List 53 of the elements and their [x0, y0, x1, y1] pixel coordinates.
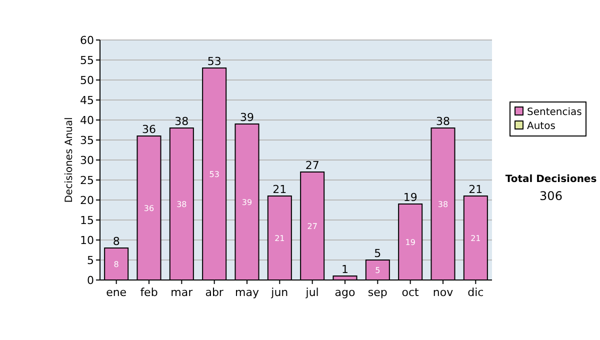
legend-label: Sentencias — [527, 107, 582, 118]
data-label: 19 — [405, 238, 416, 247]
total-label: 38 — [174, 115, 189, 128]
total-label: 21 — [468, 183, 483, 196]
total-label: 21 — [272, 183, 287, 196]
x-tick-label: oct — [402, 286, 420, 299]
total-label: 5 — [374, 247, 382, 260]
data-label: 53 — [209, 170, 220, 179]
data-label: 21 — [274, 234, 285, 243]
x-tick-label: feb — [140, 286, 158, 299]
y-tick-label: 35 — [80, 134, 94, 147]
y-tick-label: 20 — [80, 194, 94, 207]
total-label: 53 — [207, 55, 222, 68]
text: 306 — [540, 189, 562, 203]
y-tick-label: 10 — [80, 234, 94, 247]
y-tick-label: 15 — [80, 214, 94, 227]
total-label: 39 — [240, 111, 254, 124]
y-tick-label: 40 — [80, 114, 94, 127]
y-tick-label: 0 — [87, 274, 94, 287]
y-tick-label: 30 — [80, 154, 94, 167]
text: Total Decisiones — [505, 174, 597, 185]
total-label: 19 — [403, 191, 418, 204]
data-label: 38 — [176, 200, 187, 209]
data-label: 21 — [470, 234, 481, 243]
data-label: 38 — [438, 200, 448, 209]
total-label: 1 — [342, 263, 348, 276]
x-tick-label: may — [235, 286, 260, 299]
total-label: 36 — [142, 123, 156, 136]
x-tick-label: abr — [205, 286, 224, 299]
x-tick-label: nov — [432, 286, 454, 299]
y-tick-label: 5 — [87, 254, 94, 267]
data-label: 8 — [114, 260, 119, 269]
y-axis-title: Decisiones Anual — [64, 117, 75, 203]
x-tick-label: dic — [468, 286, 484, 299]
data-label: 5 — [375, 266, 380, 275]
y-tick-label: 55 — [80, 54, 94, 67]
data-label: 27 — [307, 222, 318, 231]
data-label: 36 — [144, 204, 154, 213]
x-tick-label: ago — [334, 286, 356, 299]
x-tick-label: sep — [368, 286, 388, 299]
y-tick-label: 60 — [80, 34, 94, 47]
x-tick-label: mar — [170, 286, 194, 299]
data-label: 39 — [242, 198, 252, 207]
total-label: 38 — [436, 115, 450, 128]
x-tick-label: jul — [304, 286, 319, 299]
x-tick-label: jun — [270, 286, 288, 299]
x-tick-label: ene — [106, 286, 127, 299]
total-label: 8 — [112, 235, 120, 248]
total-label: 27 — [305, 159, 320, 172]
y-tick-label: 45 — [80, 94, 94, 107]
y-tick-label: 25 — [80, 174, 94, 187]
y-tick-label: 50 — [80, 74, 94, 87]
legend-label: Autos — [527, 121, 556, 132]
